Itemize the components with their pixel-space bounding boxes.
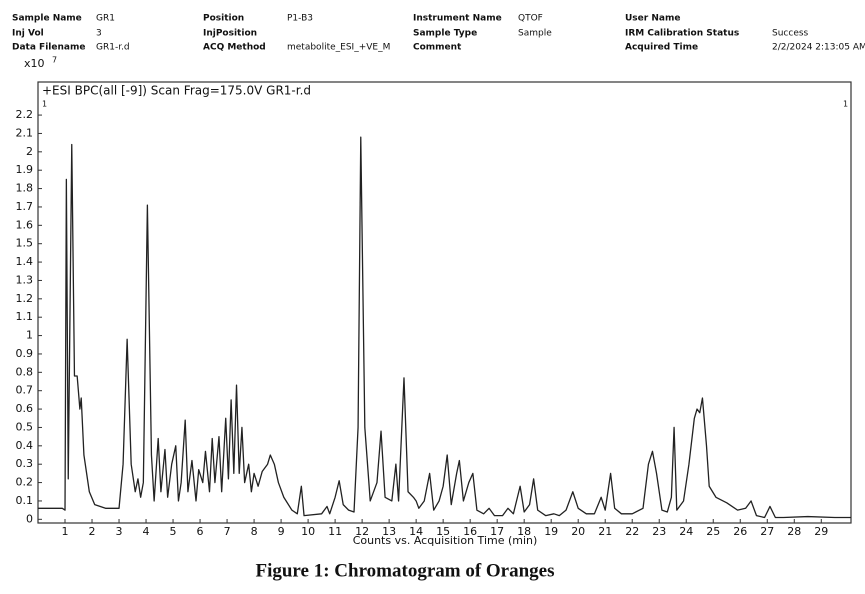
corner-label: 1 (42, 100, 47, 109)
y-tick-label: 2.2 (16, 108, 34, 121)
x-tick-label: 22 (625, 525, 639, 538)
field-value: Success (772, 29, 809, 39)
x-tick-label: 27 (760, 525, 774, 538)
x-tick-label: 17 (490, 525, 504, 538)
y-tick-label: 0.1 (16, 494, 34, 507)
field-value: GR1-r.d (96, 43, 130, 53)
field-value: P1-B3 (287, 14, 313, 24)
x-tick-label: 26 (733, 525, 747, 538)
field-label: Sample Name (12, 14, 82, 24)
field-value: 3 (96, 29, 102, 39)
corner-label: 1 (843, 100, 848, 109)
x-tick-label: 10 (301, 525, 315, 538)
y-tick-label: 0 (26, 512, 33, 525)
x-tick-label: 11 (328, 525, 342, 538)
x-tick-label: 4 (143, 525, 150, 538)
y-tick-label: 1.3 (16, 273, 34, 286)
x-tick-label: 18 (517, 525, 531, 538)
field-label: InjPosition (203, 29, 257, 39)
x-tick-label: 5 (170, 525, 177, 538)
y-tick-label: 1.5 (16, 237, 34, 250)
x-tick-label: 21 (598, 525, 612, 538)
x-tick-label: 29 (814, 525, 828, 538)
x-tick-label: 1 (62, 525, 69, 538)
y-tick-label: 2.1 (16, 126, 34, 139)
y-tick-label: 1.8 (16, 182, 34, 195)
x-tick-label: 19 (544, 525, 558, 538)
field-value: metabolite_ESI_+VE_M (287, 43, 390, 53)
y-tick-label: 0.2 (16, 476, 34, 489)
y-tick-label: 2 (26, 145, 33, 158)
field-value: 2/2/2024 2:13:05 AM (772, 43, 865, 53)
y-tick-label: 1.2 (16, 292, 34, 305)
field-value: GR1 (96, 14, 115, 24)
field-label: Instrument Name (413, 14, 502, 24)
x-tick-label: 28 (787, 525, 801, 538)
x-tick-label: 6 (197, 525, 204, 538)
y-tick-label: 1.7 (16, 200, 34, 213)
y-tick-label: 0.6 (16, 402, 34, 415)
y-tick-label: 1.4 (16, 255, 34, 268)
field-label: Comment (413, 43, 462, 53)
x-tick-label: 25 (706, 525, 720, 538)
field-label: Data Filename (12, 43, 85, 53)
y-tick-label: 0.7 (16, 384, 34, 397)
plot-frame (37, 81, 852, 524)
y-tick-label: 0.8 (16, 365, 34, 378)
y-multiplier-exponent: 7 (52, 56, 57, 65)
x-tick-label: 12 (355, 525, 369, 538)
x-tick-label: 20 (571, 525, 585, 538)
x-tick-label: 8 (251, 525, 258, 538)
y-tick-label: 0.9 (16, 347, 34, 360)
y-tick-label: 0.3 (16, 457, 34, 470)
x-tick-label: 13 (382, 525, 396, 538)
x-tick-label: 16 (463, 525, 477, 538)
figure-caption: Figure 1: Chromatogram of Oranges (255, 560, 554, 581)
field-label: Sample Type (413, 29, 477, 39)
field-label: Acquired Time (625, 43, 698, 53)
x-tick-label: 3 (116, 525, 123, 538)
y-tick-label: 1.6 (16, 218, 34, 231)
x-tick-label: 2 (89, 525, 96, 538)
field-label: ACQ Method (203, 43, 266, 53)
field-label: User Name (625, 14, 680, 24)
field-label: Position (203, 14, 244, 24)
x-tick-label: 24 (679, 525, 693, 538)
y-multiplier-base: x10 (24, 57, 45, 70)
x-tick-label: 9 (278, 525, 285, 538)
y-tick-label: 1 (26, 329, 33, 342)
y-tick-label: 1.9 (16, 163, 34, 176)
field-value: Sample (518, 29, 552, 39)
y-tick-label: 0.5 (16, 420, 34, 433)
plot-title: +ESI BPC(all [-9]) Scan Frag=175.0V GR1-… (42, 84, 311, 98)
x-tick-label: 23 (652, 525, 666, 538)
x-axis-label: Counts vs. Acquisition Time (min) (353, 534, 538, 547)
field-value: QTOF (518, 14, 543, 24)
x-tick-label: 7 (224, 525, 231, 538)
chromatogram-trace (38, 136, 851, 519)
x-tick-label: 15 (436, 525, 450, 538)
field-label: Inj Vol (12, 29, 44, 39)
field-label: IRM Calibration Status (625, 29, 739, 39)
x-tick-label: 14 (409, 525, 423, 538)
y-tick-label: 0.4 (16, 439, 34, 452)
y-tick-label: 1.1 (16, 310, 34, 323)
